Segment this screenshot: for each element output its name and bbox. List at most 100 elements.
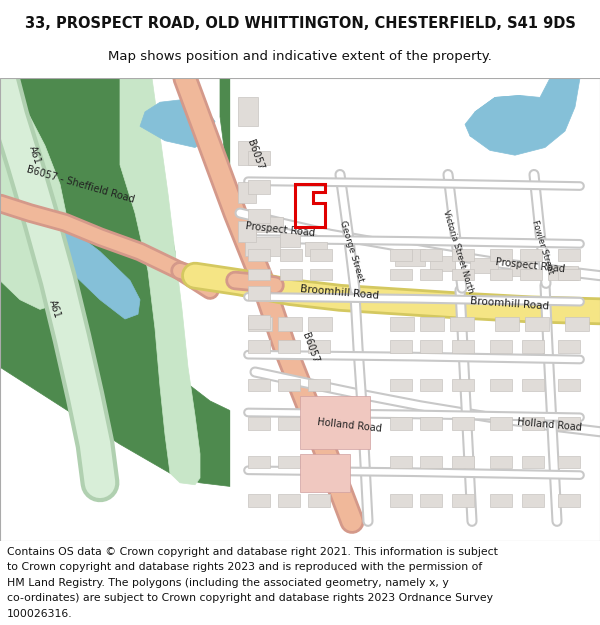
Bar	[238, 141, 256, 165]
Bar	[280, 249, 302, 261]
Polygon shape	[230, 78, 600, 541]
Bar	[420, 418, 442, 430]
Bar	[248, 180, 270, 194]
Bar	[452, 379, 474, 391]
Bar	[248, 379, 270, 391]
Bar	[452, 456, 474, 468]
Bar	[558, 269, 580, 281]
Bar	[248, 269, 270, 281]
Text: B6057: B6057	[245, 139, 265, 172]
Bar	[522, 494, 544, 507]
Bar	[278, 418, 300, 430]
Polygon shape	[0, 102, 70, 309]
Text: A61: A61	[28, 145, 43, 166]
Text: co-ordinates) are subject to Crown copyright and database rights 2023 Ordnance S: co-ordinates) are subject to Crown copyr…	[7, 593, 493, 603]
Bar	[565, 317, 589, 331]
Polygon shape	[0, 78, 300, 488]
Bar	[248, 456, 270, 468]
Bar	[238, 182, 256, 203]
Bar	[248, 494, 270, 507]
Bar	[495, 317, 519, 331]
Bar	[522, 418, 544, 430]
Bar	[248, 209, 270, 222]
Bar	[452, 340, 474, 352]
Bar	[558, 494, 580, 507]
Text: B6057 - Sheffield Road: B6057 - Sheffield Road	[25, 164, 135, 204]
Bar	[248, 418, 270, 430]
Bar	[558, 379, 580, 391]
Polygon shape	[25, 213, 140, 319]
Polygon shape	[470, 78, 580, 155]
Polygon shape	[390, 78, 560, 232]
Text: Broomhill Road: Broomhill Road	[470, 296, 550, 311]
Polygon shape	[465, 96, 545, 146]
Polygon shape	[140, 99, 215, 148]
Bar	[520, 269, 542, 281]
Text: HM Land Registry. The polygons (including the associated geometry, namely x, y: HM Land Registry. The polygons (includin…	[7, 578, 449, 587]
Bar	[390, 269, 412, 281]
Bar	[420, 340, 442, 352]
Bar	[308, 418, 330, 430]
Bar	[522, 340, 544, 352]
Bar	[420, 249, 442, 261]
Bar	[308, 456, 330, 468]
Bar	[390, 379, 412, 391]
Bar	[248, 315, 270, 329]
Text: 33, PROSPECT ROAD, OLD WHITTINGTON, CHESTERFIELD, S41 9DS: 33, PROSPECT ROAD, OLD WHITTINGTON, CHES…	[25, 16, 575, 31]
Bar	[390, 456, 412, 468]
Bar	[525, 317, 549, 331]
Bar	[278, 456, 300, 468]
Bar	[558, 456, 580, 468]
Bar	[420, 379, 442, 391]
Bar	[280, 233, 300, 247]
Text: Prospect Road: Prospect Road	[245, 221, 315, 238]
Bar	[452, 249, 474, 261]
Text: George Street: George Street	[338, 220, 365, 283]
Bar	[420, 494, 442, 507]
Polygon shape	[220, 78, 340, 329]
Bar	[490, 494, 512, 507]
Bar	[450, 317, 474, 331]
Bar	[490, 340, 512, 352]
Bar	[452, 269, 474, 281]
Bar	[490, 456, 512, 468]
Bar	[238, 221, 256, 242]
Text: B6057: B6057	[300, 331, 320, 364]
Text: Broomhill Road: Broomhill Road	[300, 284, 380, 301]
Text: Holland Road: Holland Road	[317, 417, 383, 433]
Bar	[470, 258, 498, 272]
Bar	[490, 418, 512, 430]
Bar	[420, 269, 442, 281]
Text: to Crown copyright and database rights 2023 and is reproduced with the permissio: to Crown copyright and database rights 2…	[7, 562, 482, 572]
Bar	[452, 494, 474, 507]
Bar	[510, 261, 535, 276]
Text: 100026316.: 100026316.	[7, 609, 73, 619]
Bar	[248, 249, 270, 261]
Bar	[300, 396, 370, 449]
Text: Contains OS data © Crown copyright and database right 2021. This information is : Contains OS data © Crown copyright and d…	[7, 546, 498, 556]
Bar	[490, 249, 512, 261]
Bar	[390, 317, 414, 331]
Bar	[390, 340, 412, 352]
Bar	[420, 317, 444, 331]
Bar	[308, 379, 330, 391]
Bar	[278, 340, 300, 352]
Bar	[300, 454, 350, 493]
Bar	[522, 456, 544, 468]
Bar	[238, 98, 258, 126]
Bar	[255, 217, 283, 232]
Bar	[308, 317, 332, 331]
Text: A61: A61	[47, 299, 62, 320]
Bar	[420, 456, 442, 468]
Text: Fowler Street: Fowler Street	[530, 219, 556, 275]
Bar	[278, 494, 300, 507]
Bar	[280, 269, 302, 281]
Bar	[558, 249, 580, 261]
Bar	[245, 237, 280, 256]
Bar	[522, 379, 544, 391]
Bar	[278, 379, 300, 391]
Bar	[248, 317, 272, 331]
Bar	[548, 266, 578, 281]
Bar	[248, 151, 270, 165]
Bar	[308, 340, 330, 352]
